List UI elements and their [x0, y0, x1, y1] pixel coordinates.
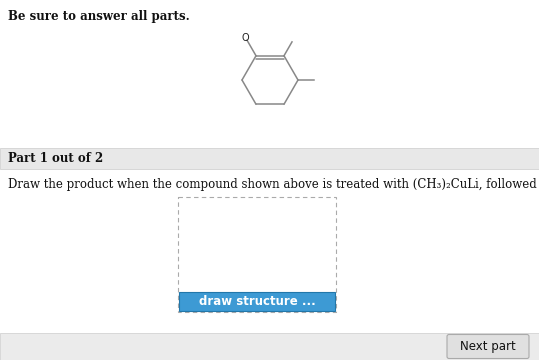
FancyBboxPatch shape — [178, 197, 336, 312]
FancyBboxPatch shape — [179, 292, 335, 311]
Text: Part 1 out of 2: Part 1 out of 2 — [8, 152, 103, 165]
Text: Next part: Next part — [460, 340, 516, 353]
FancyBboxPatch shape — [447, 334, 529, 359]
Text: O: O — [241, 32, 250, 42]
FancyBboxPatch shape — [0, 333, 539, 360]
Text: Draw the product when the compound shown above is treated with (CH₃)₂CuLi, follo: Draw the product when the compound shown… — [8, 178, 539, 191]
Text: Be sure to answer all parts.: Be sure to answer all parts. — [8, 10, 190, 23]
Text: draw structure ...: draw structure ... — [199, 295, 315, 308]
FancyBboxPatch shape — [0, 148, 539, 169]
